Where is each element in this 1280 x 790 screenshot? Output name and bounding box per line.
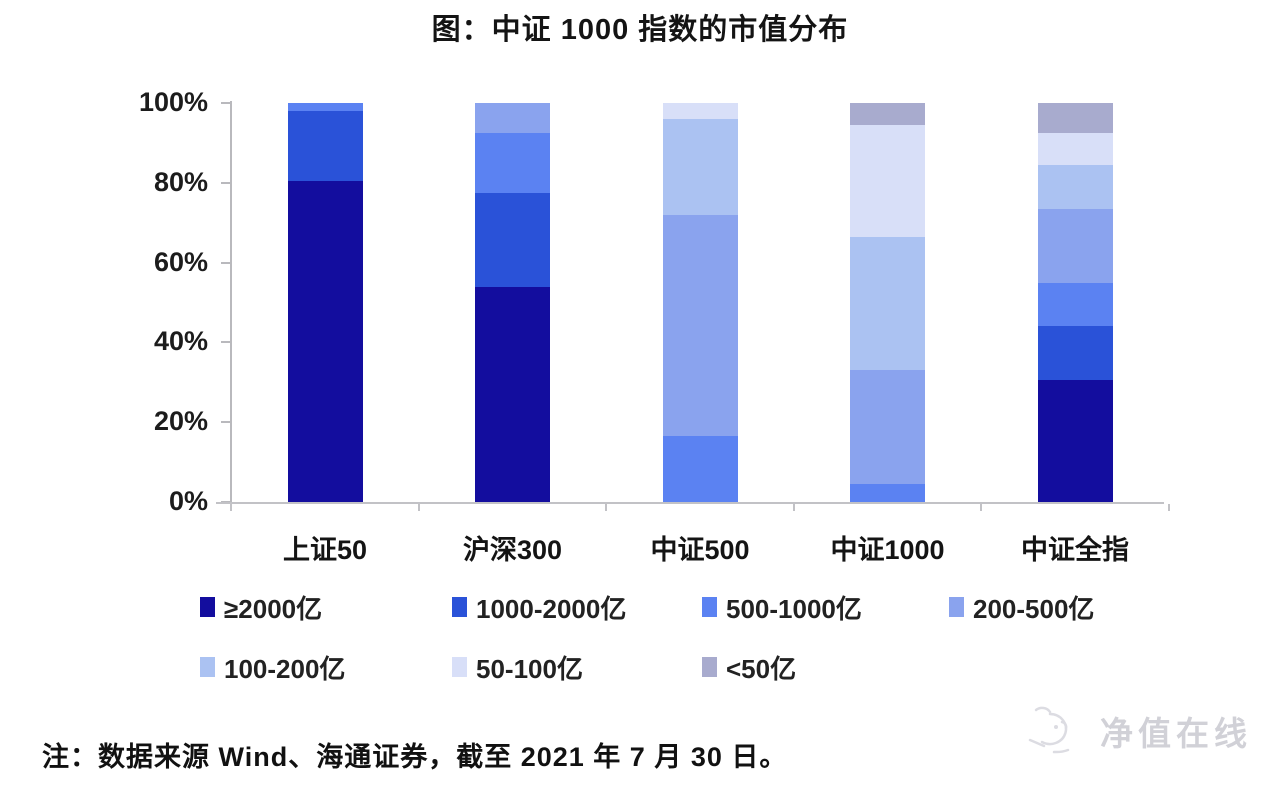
x-axis-category-label: 沪深300 — [462, 535, 563, 565]
x-axis-tick-mark — [980, 504, 982, 511]
watermark: 净值在线 — [1024, 700, 1252, 762]
bar-segment — [850, 103, 925, 125]
chart-title: 图：中证 1000 指数的市值分布 — [431, 14, 849, 46]
y-axis-tick-label: 80% — [153, 166, 208, 197]
x-axis-category-label: 中证500 — [650, 535, 750, 565]
legend-item: <50亿 — [702, 652, 796, 684]
legend-item: 200-500亿 — [949, 592, 1094, 624]
bar-segment — [662, 436, 738, 502]
legend-item: 100-200亿 — [200, 652, 345, 684]
legend-item: 1000-2000亿 — [452, 592, 626, 624]
bar-segment — [1037, 164, 1113, 209]
stacked-bar — [287, 103, 363, 502]
y-axis-line — [230, 101, 232, 504]
legend-label: 50-100亿 — [476, 653, 583, 684]
panda-sketch-icon — [1028, 706, 1070, 754]
bar-segment — [662, 103, 738, 119]
bar-segment — [475, 192, 550, 287]
legend-label: ≥2000亿 — [224, 593, 323, 624]
stacked-bar — [850, 103, 925, 502]
legend-swatch — [200, 597, 215, 617]
y-axis-tick-label: 60% — [153, 246, 208, 277]
legend-swatch — [452, 657, 467, 677]
x-axis-tick-mark — [230, 504, 232, 511]
y-tick-mark — [221, 261, 230, 264]
bar-segment — [1037, 380, 1113, 502]
y-tick-mark — [221, 102, 230, 104]
bar-segment — [475, 132, 550, 193]
y-axis-tick-label: 40% — [153, 326, 208, 357]
y-tick-mark — [221, 421, 230, 424]
stacked-bar — [475, 103, 550, 502]
y-tick-mark — [221, 181, 230, 184]
stacked-bar — [662, 103, 738, 502]
bar-segment — [850, 236, 925, 371]
x-axis-category-label: 中证全指 — [1021, 535, 1129, 565]
bar-segment — [475, 286, 550, 502]
legend-swatch — [200, 657, 215, 677]
bar-segment — [475, 103, 550, 133]
legend-item: 500-1000亿 — [702, 592, 862, 624]
bar-segment — [1037, 208, 1113, 283]
legend-swatch — [949, 597, 964, 617]
x-axis-tick-mark — [605, 504, 607, 511]
y-tick-mark — [221, 341, 230, 344]
x-axis-tick-mark — [1167, 504, 1170, 511]
bar-segment — [287, 180, 363, 502]
legend-label: 500-1000亿 — [726, 593, 862, 624]
bar-segment — [287, 111, 363, 181]
bar-segment — [850, 484, 925, 502]
bar-segment — [850, 370, 925, 485]
bar-segment — [662, 118, 738, 215]
bar-segment — [287, 103, 363, 111]
legend-label: 1000-2000亿 — [476, 593, 627, 624]
stacked-bar — [1037, 103, 1113, 502]
bar-segment — [850, 124, 925, 237]
legend-label: <50亿 — [726, 653, 797, 684]
legend-label: 200-500亿 — [973, 593, 1095, 624]
bar-segment — [1037, 282, 1113, 327]
bar-segment — [1037, 132, 1113, 165]
legend-label: 100-200亿 — [224, 653, 346, 684]
legend-swatch — [702, 597, 717, 617]
legend-swatch — [452, 597, 467, 617]
watermark-text: 净值在线 — [1100, 715, 1252, 752]
y-axis-tick-label: 100% — [138, 87, 208, 117]
source-footnote: 注：数据来源 Wind、海通证券，截至 2021 年 7 月 30 日。 — [42, 742, 788, 772]
x-axis-category-label: 中证1000 — [830, 535, 945, 565]
x-axis-line — [216, 502, 1164, 504]
y-axis-tick-label: 20% — [153, 406, 208, 437]
y-axis-tick-label: 0% — [168, 486, 208, 516]
legend-item: ≥2000亿 — [200, 592, 322, 624]
legend-item: 50-100亿 — [452, 652, 583, 684]
x-axis-tick-mark — [417, 504, 420, 511]
bar-segment — [1037, 103, 1113, 133]
x-axis-tick-mark — [792, 504, 795, 511]
x-axis-category-label: 上证50 — [282, 535, 368, 565]
bar-segment — [1037, 326, 1113, 381]
bar-segment — [662, 214, 738, 437]
legend-swatch — [702, 657, 717, 677]
